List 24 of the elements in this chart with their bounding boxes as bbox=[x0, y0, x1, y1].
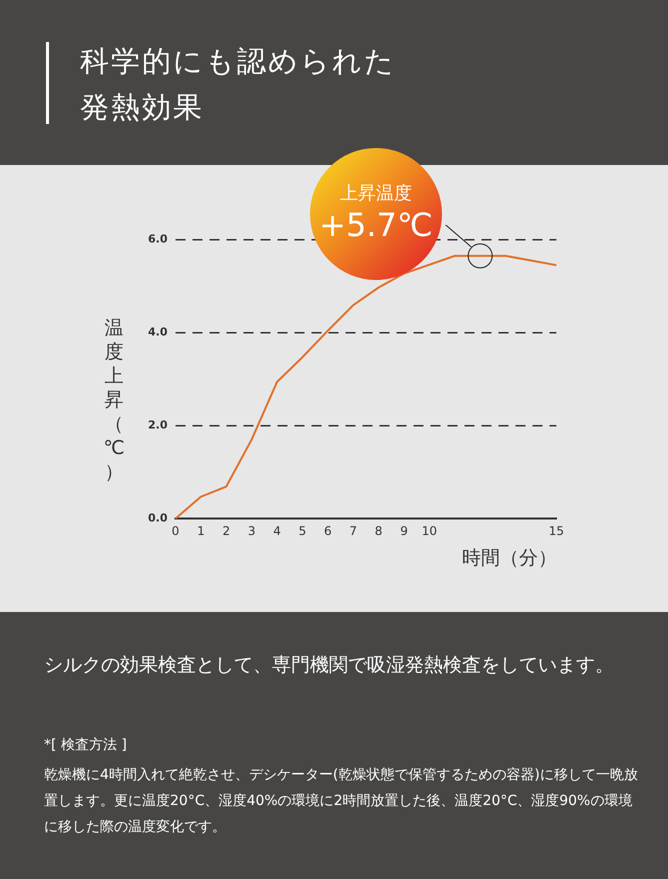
x-tick-label: 5 bbox=[298, 524, 306, 538]
y-tick-label: 4.0 bbox=[148, 325, 168, 338]
y-tick-label: 6.0 bbox=[148, 232, 168, 246]
x-tick-label: 10 bbox=[422, 524, 438, 538]
text: 上昇温度 bbox=[340, 183, 412, 205]
text: シルクの効果検査として、専門機関で吸湿発熱検査をしています。 bbox=[44, 653, 615, 678]
annotation: +5.7℃ bbox=[319, 205, 433, 245]
y-axis-title: 温度上昇（℃） bbox=[102, 316, 126, 484]
y-tick-label: 0.0 bbox=[148, 511, 168, 524]
x-tick-label: 4 bbox=[273, 524, 281, 538]
x-tick-label: 9 bbox=[400, 524, 408, 538]
y-tick-label: 2.0 bbox=[148, 418, 168, 432]
text: *[ 検査方法 ] bbox=[44, 736, 127, 754]
x-axis-title: 時間（分） bbox=[462, 546, 557, 571]
x-tick-label: 15 bbox=[548, 524, 564, 538]
x-tick-label: 3 bbox=[248, 524, 256, 538]
x-tick-label: 8 bbox=[374, 524, 382, 538]
x-tick-label: 7 bbox=[349, 524, 358, 538]
x-tick-label: 1 bbox=[197, 524, 205, 538]
x-tick-label: 6 bbox=[324, 524, 332, 538]
x-tick-label: 2 bbox=[222, 524, 230, 538]
chart-title: 科学的にも認められた発熱効果 bbox=[80, 43, 397, 126]
x-tick-label: 0 bbox=[172, 524, 180, 538]
text: 乾燥機に4時間入れて絶乾させ、デシケーター(乾燥状態で保管するための容器)に移して一晩放置します。更に温度20°C、湿度40%の環境に2時間放置した後、温度20°C、湿度90%の環境に移した際の温度変化です。 bbox=[44, 766, 639, 837]
